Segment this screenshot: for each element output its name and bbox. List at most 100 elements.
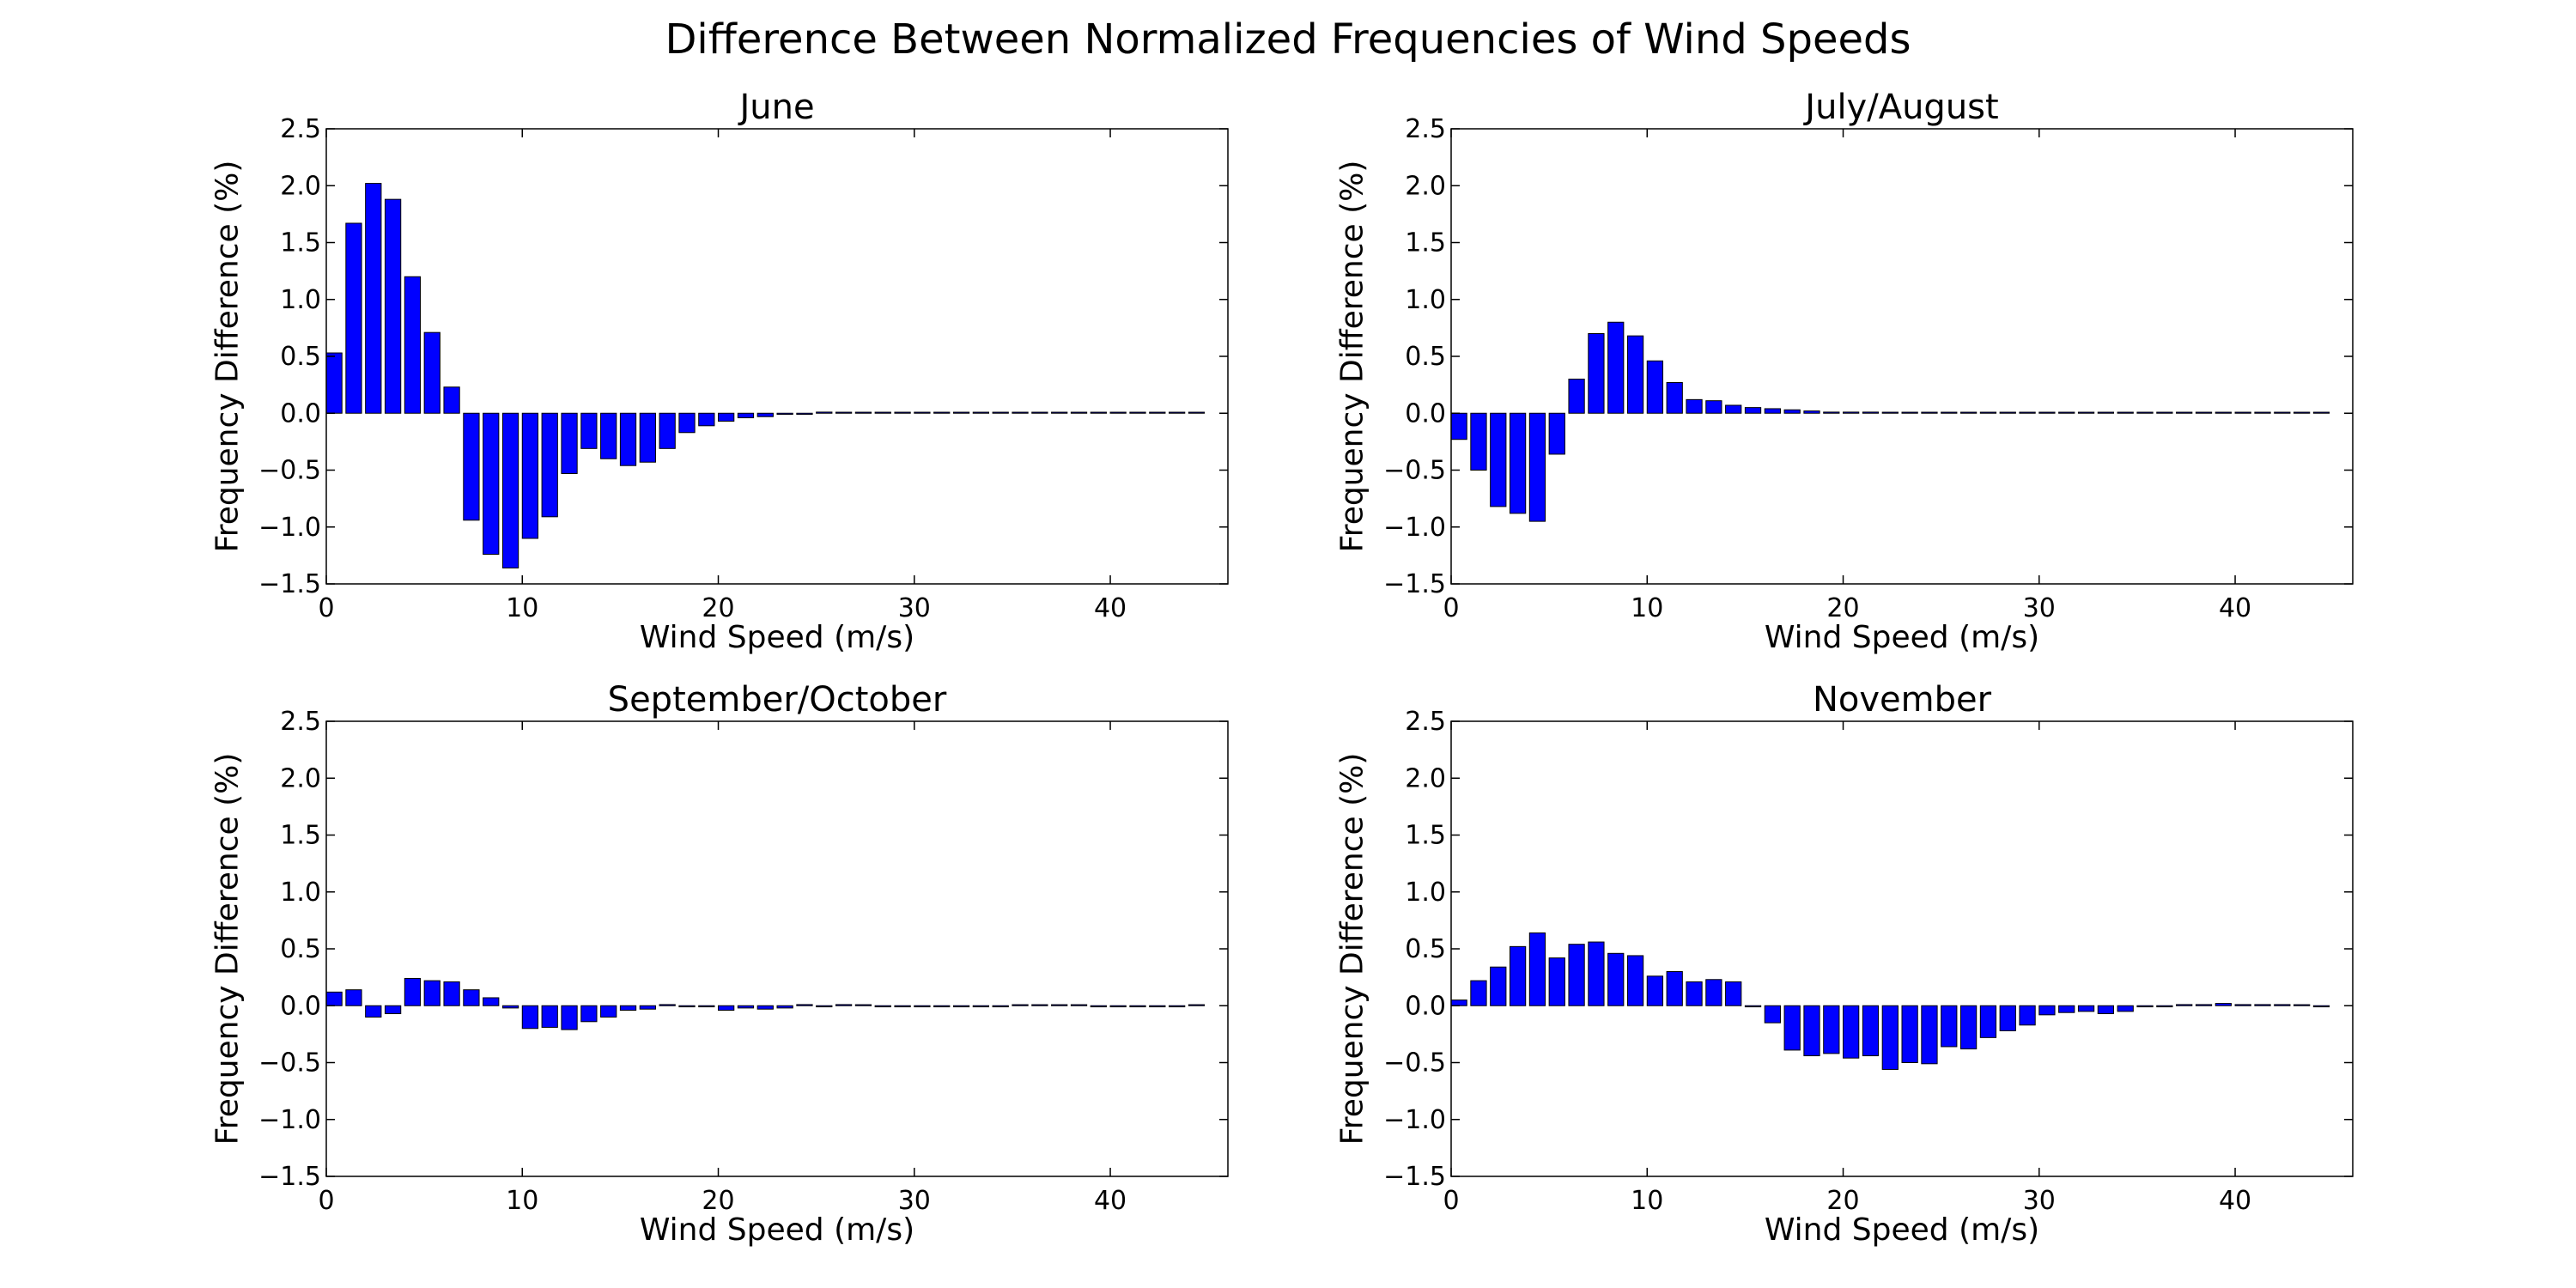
x-tick-label: 20 xyxy=(702,1186,734,1216)
bar xyxy=(972,411,990,414)
chart-panel-september-october: September/October Frequency Difference (… xyxy=(210,680,1228,1248)
x-tick-label: 20 xyxy=(1826,593,1859,623)
bar xyxy=(1031,411,1048,414)
bar xyxy=(1470,412,1487,471)
y-tick-label: 1.5 xyxy=(280,228,321,258)
y-tick-label: −1.5 xyxy=(1383,1162,1446,1192)
bar xyxy=(796,412,813,416)
bar xyxy=(1999,411,2016,414)
bar xyxy=(521,1005,539,1030)
y-tick-label: 0.0 xyxy=(1405,991,1446,1021)
x-tick-label: 10 xyxy=(506,593,538,623)
bar xyxy=(1509,412,1527,514)
bar xyxy=(1764,1005,1781,1024)
bar xyxy=(365,1005,382,1018)
x-axis-label: Wind Speed (m/s) xyxy=(1764,620,2040,655)
bar xyxy=(423,331,440,414)
y-tick-label: 0.5 xyxy=(1405,934,1446,964)
bar xyxy=(2077,411,2095,414)
bar xyxy=(1979,1005,1997,1038)
bar xyxy=(992,1005,1009,1008)
bar xyxy=(384,1005,402,1015)
bar xyxy=(2274,411,2291,414)
bar xyxy=(639,1005,656,1010)
y-tick-label: −1.5 xyxy=(1383,569,1446,599)
bar xyxy=(1051,411,1068,414)
bar xyxy=(541,1005,558,1028)
bar xyxy=(345,989,362,1006)
bar xyxy=(874,1005,891,1008)
x-tick-label: 0 xyxy=(318,1186,334,1216)
bar xyxy=(2077,1005,2095,1012)
bar xyxy=(2156,1005,2173,1008)
bar xyxy=(1646,360,1664,414)
x-tick-label: 40 xyxy=(1094,1186,1127,1216)
x-tick-label: 10 xyxy=(1631,593,1663,623)
bar xyxy=(1959,1005,1978,1050)
chart-plot-area: −1.5 −1.0 −0.5 0.0 0.5 1.0 1.5 2.0 2.5 0 10 20 30 40 xyxy=(1383,114,2354,623)
bar xyxy=(1744,1005,1762,1008)
y-tick-label: −1.0 xyxy=(1383,513,1446,543)
bar xyxy=(1109,411,1127,414)
y-tick-label: 1.5 xyxy=(280,821,321,851)
y-tick-label: 2.5 xyxy=(280,114,321,144)
chart-title: November xyxy=(1812,680,1992,720)
bar xyxy=(2038,411,2056,414)
bar xyxy=(776,1005,793,1009)
y-tick-label: 0.5 xyxy=(1405,342,1446,372)
x-tick-label: 0 xyxy=(1443,593,1459,623)
bar xyxy=(1725,981,1742,1006)
y-tick-label: 0.0 xyxy=(280,398,321,428)
bar xyxy=(1862,411,1880,414)
bar xyxy=(580,1005,598,1023)
bar xyxy=(443,981,460,1006)
bar xyxy=(776,412,793,416)
bar xyxy=(1744,407,1762,414)
y-tick-label: 1.0 xyxy=(1405,285,1446,315)
bar xyxy=(639,412,656,463)
bar xyxy=(659,412,676,449)
y-tick-label: 1.0 xyxy=(280,285,321,315)
bar xyxy=(952,1005,970,1008)
x-tick-label: 20 xyxy=(702,593,734,623)
bar xyxy=(2136,411,2154,414)
bar xyxy=(404,276,422,414)
bar xyxy=(580,412,598,449)
bar xyxy=(2176,411,2193,414)
y-tick-label: −0.5 xyxy=(258,1048,321,1078)
bar xyxy=(1881,411,1899,414)
bar xyxy=(1921,411,1938,414)
y-tick-label: −1.5 xyxy=(258,569,321,599)
bar xyxy=(992,411,1009,414)
bar xyxy=(1783,1005,1801,1051)
x-tick-label: 40 xyxy=(1094,593,1127,623)
bar xyxy=(2019,1005,2036,1026)
y-tick-label: 0.0 xyxy=(280,991,321,1021)
y-tick-label: 2.0 xyxy=(1405,171,1446,201)
bar xyxy=(1528,412,1546,522)
bar xyxy=(1979,411,1997,414)
bar xyxy=(2038,1005,2056,1016)
x-tick-label: 0 xyxy=(318,593,334,623)
y-tick-label: 2.0 xyxy=(1405,763,1446,793)
bar xyxy=(2195,411,2213,414)
bar xyxy=(1764,408,1781,414)
bar xyxy=(2117,1005,2134,1012)
bar xyxy=(443,386,460,414)
bar xyxy=(1490,412,1507,507)
chart-panel-november: November Frequency Difference (%) Wind S… xyxy=(1335,680,2353,1248)
bar xyxy=(1843,411,1860,414)
bar xyxy=(1881,1005,1899,1070)
bar xyxy=(483,997,500,1006)
bar xyxy=(423,980,440,1006)
bar xyxy=(1607,952,1625,1006)
bar xyxy=(1470,980,1487,1006)
bar xyxy=(2234,411,2251,414)
bar xyxy=(1588,333,1605,414)
bar xyxy=(718,412,735,422)
bar xyxy=(1823,411,1840,414)
chart-title: June xyxy=(739,88,815,127)
y-axis-label: Frequency Difference (%) xyxy=(1334,752,1370,1145)
bar xyxy=(698,412,715,427)
